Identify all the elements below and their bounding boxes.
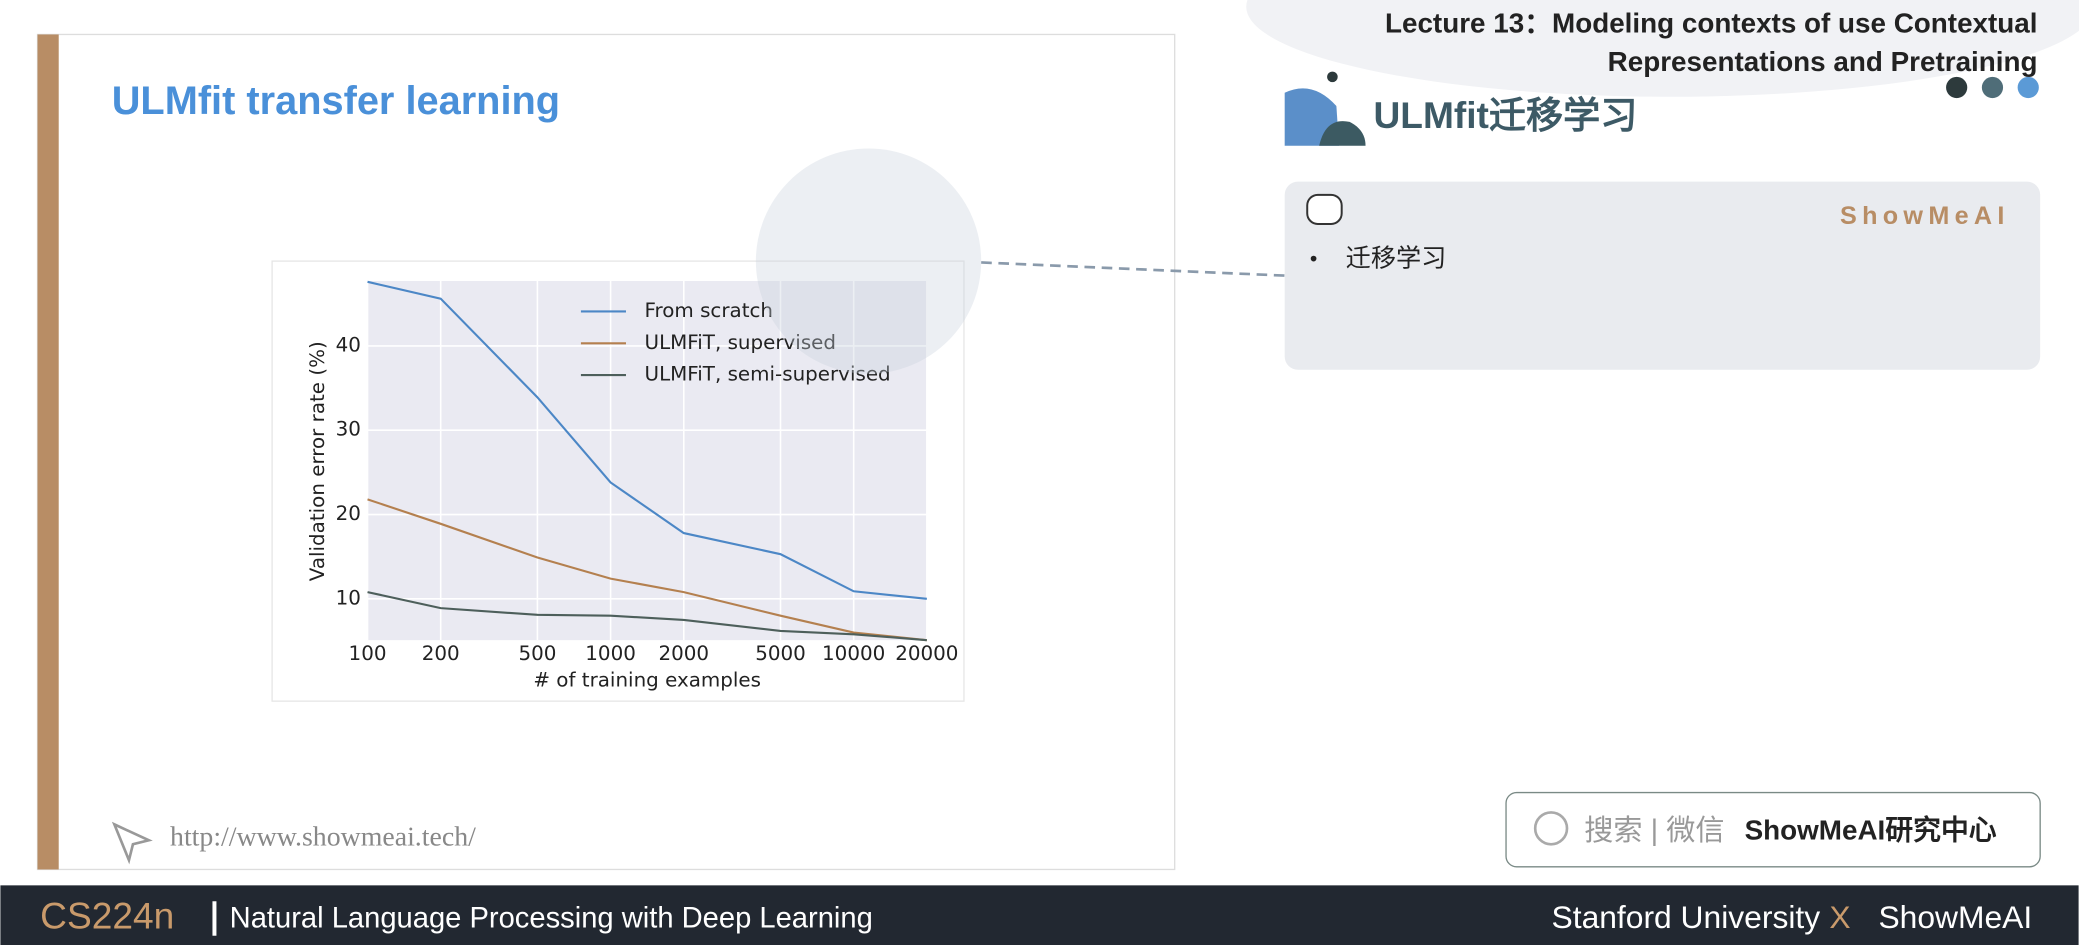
legend-label: ULMFiT, supervised xyxy=(645,331,837,354)
y-tick-label: 30 xyxy=(336,418,361,441)
footer-divider xyxy=(212,901,217,936)
search-box xyxy=(1505,791,2041,868)
footer xyxy=(0,885,2079,945)
note-bullet: 迁移学习 xyxy=(1346,244,1447,272)
dot xyxy=(1946,76,1968,99)
y-tick-label: 40 xyxy=(336,333,361,356)
x-tick-label: 20000 xyxy=(895,642,958,665)
note-card xyxy=(1284,181,2041,370)
slide-title: ULMfit transfer learning xyxy=(112,79,560,123)
x-tick-label: 10000 xyxy=(822,642,885,665)
section-icon xyxy=(1319,121,1366,146)
y-axis-label: Validation error rate (%) xyxy=(306,341,329,581)
slide-accent xyxy=(37,34,59,870)
chart: # of training examples Validation error … xyxy=(271,260,965,702)
x-axis-label: # of training examples xyxy=(533,669,761,692)
data-line xyxy=(367,280,927,600)
search-brand: ShowMeAI研究中心 xyxy=(1745,815,1997,846)
lecture-title: Representations and Pretraining xyxy=(1608,46,2038,77)
search-label: 搜索 | 微信 xyxy=(1584,814,1724,847)
cursor-icon xyxy=(111,821,153,865)
lecture-title: Lecture 13：Modeling contexts of use Cont… xyxy=(1385,8,2038,39)
credit-right: ShowMeAI xyxy=(1878,899,2032,935)
credit-x: X xyxy=(1829,899,1850,935)
bot-icon xyxy=(1306,193,1343,225)
x-tick-label: 500 xyxy=(518,642,556,665)
credit-left: Stanford University xyxy=(1552,899,1821,935)
dot xyxy=(1981,76,2004,99)
header-decoration xyxy=(1246,0,2079,97)
y-tick-label: 10 xyxy=(336,586,361,609)
course: CS224n xyxy=(40,894,174,936)
x-tick-label: 100 xyxy=(349,642,387,665)
x-tick-label: 2000 xyxy=(658,642,709,665)
x-tick-label: 200 xyxy=(422,642,460,665)
section-title: ULMfit迁移学习 xyxy=(1373,94,1637,136)
note-brand: ShowMeAI xyxy=(1840,202,2010,230)
dot xyxy=(2017,76,2039,99)
bullet: • xyxy=(1310,247,1317,270)
legend-label: From scratch xyxy=(645,299,774,322)
url: http://www.showmeai.tech/ xyxy=(170,821,476,852)
icon-dot xyxy=(1327,71,1338,83)
data-line xyxy=(367,498,927,642)
y-tick-label: 20 xyxy=(336,502,361,525)
highlight-circle xyxy=(755,148,982,374)
x-tick-label: 1000 xyxy=(585,642,636,665)
legend-label: ULMFiT, semi-supervised xyxy=(645,363,891,386)
search-icon xyxy=(1533,811,1569,846)
x-tick-label: 5000 xyxy=(755,642,806,665)
data-line xyxy=(367,591,927,642)
course-subtitle: Natural Language Processing with Deep Le… xyxy=(230,903,873,935)
